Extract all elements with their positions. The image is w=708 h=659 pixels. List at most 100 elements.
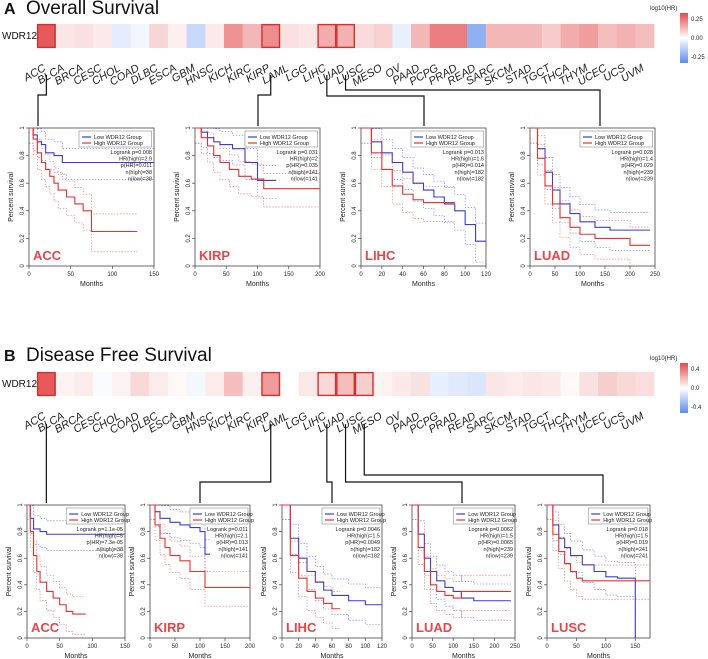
km-stat-line: Logrank p=0.008	[111, 150, 152, 156]
km-xlabel: Months	[581, 281, 604, 288]
km-legend-entry: Low WDR12 Group	[595, 135, 643, 141]
km-ci-upper	[282, 504, 382, 589]
km-ytick-label: 0	[538, 636, 544, 640]
km-curve-low	[282, 504, 382, 606]
heatmap-cell-cesc	[93, 372, 113, 396]
km-stat-line: HR(high)=1.5	[347, 534, 380, 540]
km-ytick-label: 0.2	[521, 234, 527, 243]
km-xtick-label: 100	[87, 644, 98, 650]
km-frame-lihc-a	[360, 127, 487, 267]
km-stat-line: p(HR)=0.035	[286, 163, 318, 169]
heatmap-cell-acc	[37, 372, 56, 396]
km-ci-upper	[547, 504, 650, 566]
km-legend-entry: Low WDR12 Group	[426, 135, 474, 141]
km-ytick-label: 0.2	[186, 234, 192, 243]
km-ytick-label: 0.2	[18, 607, 24, 616]
heatmap-cell-esca	[167, 372, 187, 396]
heatmap-disease-free-survival	[36, 371, 655, 397]
km-plot-luad-b: 0 50 100 150 200 250 0 0.2 0.4 0.6 0.8 1 Months Perce…	[391, 503, 521, 659]
km-stat-line: n(high)=239	[483, 547, 513, 553]
km-xtick-label: 0	[27, 272, 31, 278]
km-stat-line: n(high)=141	[218, 547, 248, 553]
heatmap-cell-sarc	[485, 372, 505, 396]
km-stat-line: HR(high)=5	[95, 534, 123, 540]
colorbar-b-gradient	[680, 363, 688, 413]
km-name-lihc-a: LIHC	[365, 248, 396, 263]
km-xtick-label: 80	[441, 272, 448, 278]
heatmap-cell-chol	[111, 24, 131, 48]
km-ytick-label: 0.8	[403, 527, 409, 536]
km-ytick-label: 0	[273, 636, 279, 640]
connector-b-kirp	[199, 424, 272, 503]
heatmap-cell-acc	[37, 24, 56, 48]
km-xtick-label: 0	[359, 272, 363, 278]
km-ci-upper	[412, 504, 511, 585]
km-ytick-label: 0	[352, 264, 358, 268]
km-legend-entry: High WDR12 Group	[260, 141, 309, 147]
heatmap-cell-thca	[560, 24, 580, 48]
heatmap-cell-laml	[280, 24, 300, 48]
heatmap-cell-kich	[224, 24, 243, 48]
km-plot-acc-a: 0 50 100 150 0 0.2 0.4 0.6 0.8 1 Months Percent sur…	[8, 126, 160, 288]
km-ylabel: Percent survival	[261, 546, 268, 596]
km-xlabel: Months	[587, 653, 610, 659]
km-xtick-label: 200	[625, 272, 636, 278]
km-stat-line: Logrank p=0.013	[443, 150, 484, 156]
km-stat-line: Logrank p=0.011	[207, 527, 248, 533]
km-ytick-label: 1	[403, 503, 409, 507]
km-ytick-label: 0.2	[403, 607, 409, 616]
km-ci-upper	[195, 127, 320, 174]
km-ytick-label: 0.6	[20, 178, 26, 187]
heatmap-highlight-acc	[36, 23, 56, 49]
heatmap-cell-skcm	[504, 24, 524, 48]
km-frame-acc-b	[26, 504, 126, 639]
km-xtick-label: 0	[528, 272, 532, 278]
km-ylabel: Percent survival	[174, 172, 181, 222]
km-name-kirp-a: KIRP	[199, 248, 230, 263]
km-xtick-label: 50	[67, 272, 74, 278]
heatmap-cell-coad	[130, 24, 150, 48]
km-xtick-label: 150	[220, 644, 231, 650]
km-stat-line: n(low)=241	[621, 553, 648, 559]
heatmap-highlight-kirp	[261, 371, 281, 397]
km-ylabel: Percent survival	[509, 172, 516, 222]
km-stat-line: n(high)=38	[97, 547, 123, 553]
heatmap-cell-stad	[523, 372, 543, 396]
km-stat-line: Logrank p=0.031	[277, 150, 318, 156]
km-stat-line: p(HR)=0.014	[452, 163, 484, 169]
heatmap-cell-lgg	[298, 24, 318, 48]
km-ytick-label: 0.6	[18, 553, 24, 562]
km-ytick-label: 0.4	[273, 580, 279, 589]
km-name-acc-b: ACC	[31, 620, 60, 635]
cancer-labels-a: ACCBLCABRCACESCCHOLCOADDLBCESCAGBMHNSCKI…	[21, 61, 647, 88]
km-curve-high	[412, 504, 511, 599]
km-legend-entry: Low WDR12 Group	[205, 512, 253, 518]
km-frame-acc-a	[28, 127, 155, 267]
km-stat-line: Logrank p=0.018	[607, 527, 648, 533]
km-xlabel: Months	[412, 281, 435, 288]
connector-a-kirp	[257, 75, 272, 126]
heatmap-cell-kich	[224, 372, 243, 396]
km-xtick-label: 200	[245, 644, 256, 650]
km-xtick-label: 40	[312, 644, 319, 650]
km-xtick-label: 120	[481, 272, 492, 278]
km-stat-line: Logrank p=0.028	[612, 150, 653, 156]
heatmap-cell-gbm	[186, 372, 206, 396]
km-stat-line: HR(high)=1.5	[480, 534, 513, 540]
km-legend-entry: High WDR12 Group	[337, 518, 386, 524]
km-curve-low	[412, 504, 511, 602]
km-stat-line: p(HR)=0.0065	[478, 540, 513, 546]
km-curve-high	[282, 504, 341, 610]
km-stat-line: n(high)=38	[126, 170, 152, 176]
km-stat-line: HR(high)=2.1	[215, 534, 248, 540]
km-ytick-label: 0	[20, 264, 26, 268]
km-xlabel: Months	[246, 281, 269, 288]
km-stat-line: n(high)=239	[623, 170, 653, 176]
heatmap-highlight-lihc	[317, 23, 337, 49]
km-ytick-label: 1	[20, 126, 26, 130]
colorbar-b: log10(HR) 0.4 0.0 -0.4	[650, 356, 702, 413]
connector-a-acc	[37, 75, 47, 126]
km-xtick-label: 120	[377, 644, 388, 650]
km-ytick-label: 0.8	[20, 151, 26, 160]
